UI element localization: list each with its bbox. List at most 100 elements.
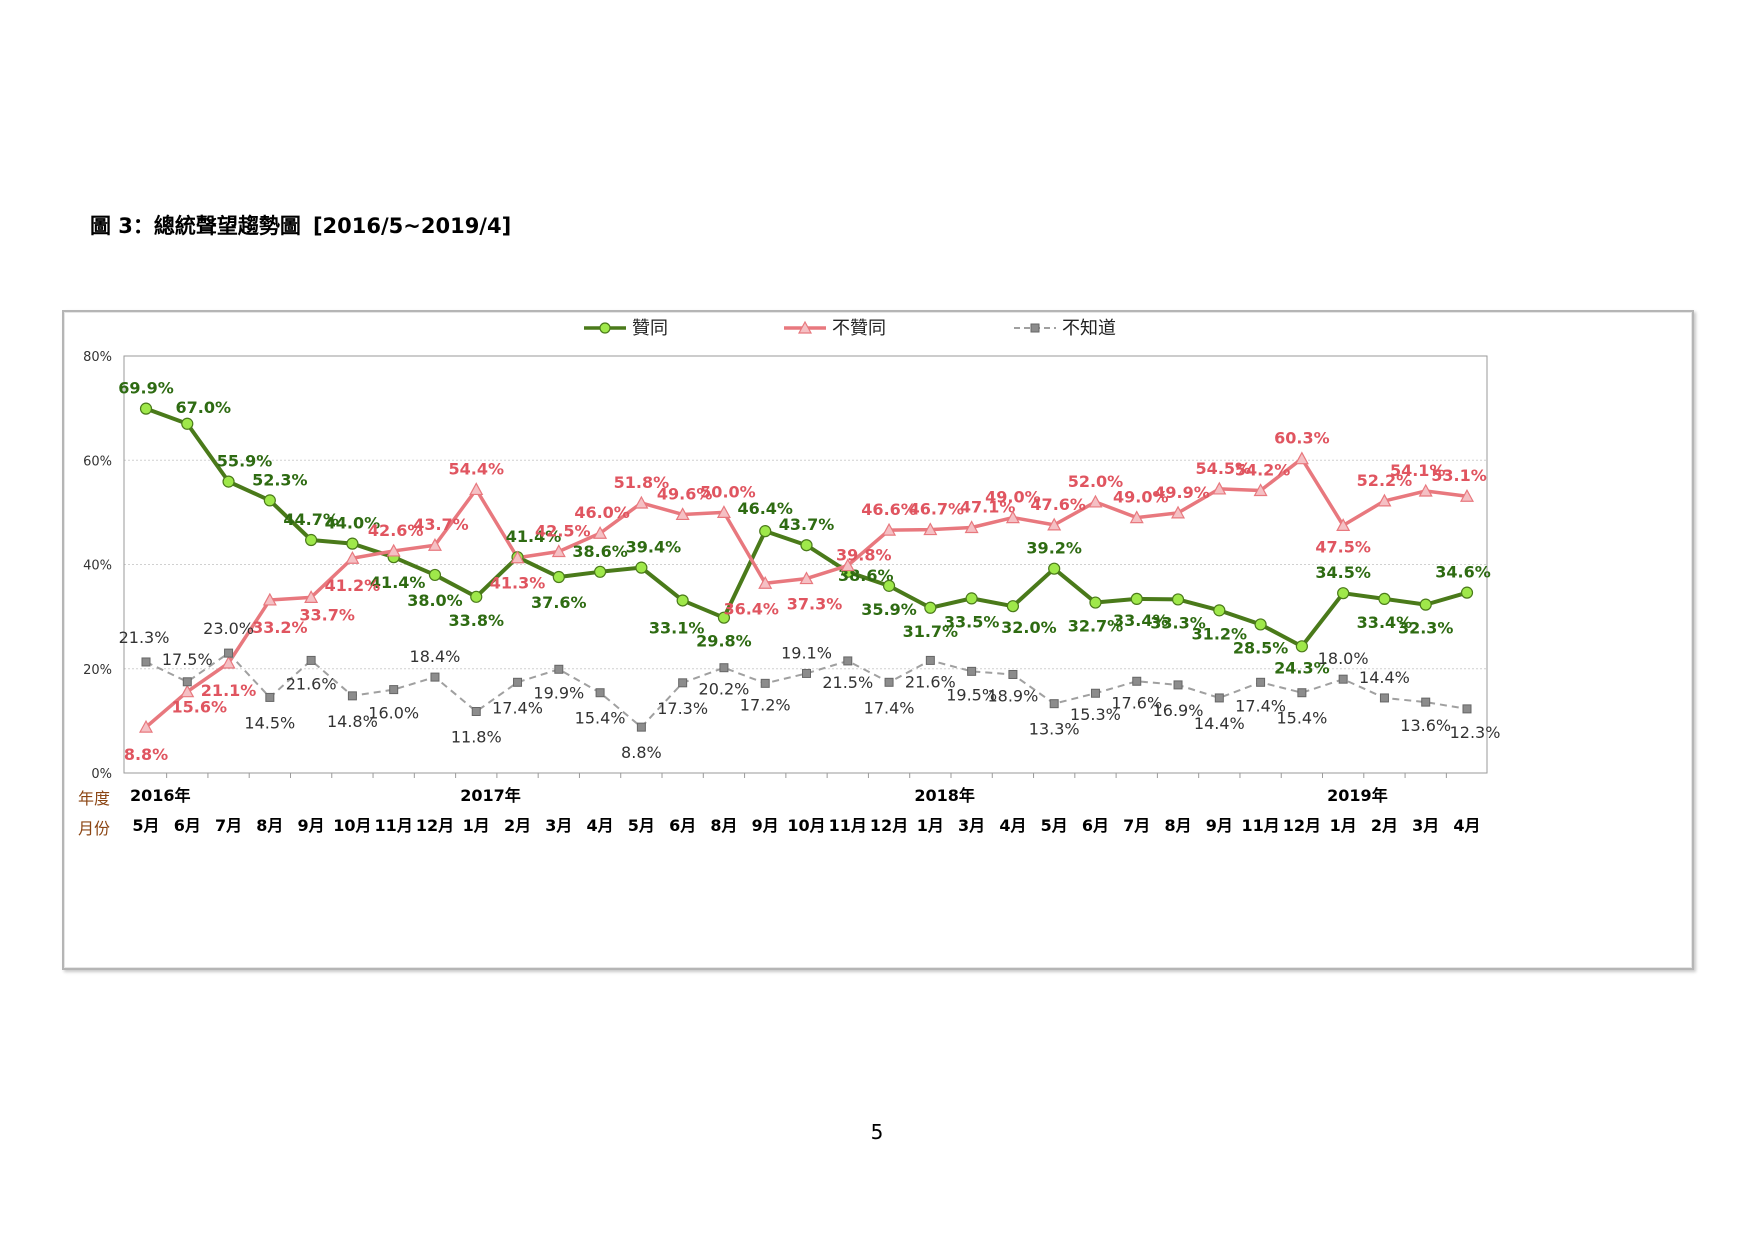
data-label: 32.3% (1398, 619, 1454, 638)
data-point (884, 677, 894, 687)
data-point (1129, 510, 1144, 524)
series-line (145, 652, 1468, 729)
data-point (1337, 587, 1350, 600)
data-point (180, 684, 195, 698)
data-label: 33.7% (299, 605, 355, 624)
month-label: 1月 (463, 816, 490, 835)
data-point (265, 692, 275, 702)
data-label: 43.7% (413, 515, 469, 534)
data-label: 39.8% (836, 546, 892, 565)
data-point (347, 691, 357, 701)
data-point (513, 677, 523, 687)
data-label: 14.4% (1194, 714, 1245, 733)
month-label: 8月 (710, 816, 737, 835)
month-label: 11月 (1241, 816, 1279, 835)
data-point (389, 685, 399, 695)
caption-date-range: [2016/5~2019/4] (312, 214, 512, 238)
data-label: 37.6% (531, 593, 587, 612)
data-label: 21.1% (201, 681, 257, 700)
data-point (139, 402, 153, 415)
data-point (469, 482, 484, 496)
data-label: 53.1% (1431, 466, 1487, 485)
data-label: 49.0% (985, 488, 1041, 507)
data-label: 47.6% (1030, 495, 1086, 514)
data-label: 54.2% (1235, 460, 1291, 479)
data-point (1214, 693, 1224, 703)
month-label: 4月 (587, 816, 614, 835)
data-point (222, 475, 235, 488)
data-label: 12.3% (1450, 723, 1501, 742)
month-label: 6月 (1082, 816, 1109, 835)
data-point (799, 571, 814, 585)
data-label: 32.0% (1001, 618, 1057, 637)
data-point (843, 656, 853, 666)
data-label: 52.0% (1068, 472, 1124, 491)
data-point (1048, 562, 1061, 575)
data-label: 23.0% (203, 619, 254, 638)
month-label: 4月 (999, 816, 1026, 835)
data-label: 21.6% (286, 674, 337, 693)
data-label: 54.4% (448, 459, 504, 478)
data-label: 34.6% (1435, 563, 1491, 582)
data-point (224, 648, 234, 658)
data-label: 15.4% (575, 709, 626, 728)
data-label: 17.4% (492, 698, 543, 717)
data-label: 33.2% (252, 618, 308, 637)
month-label: 9月 (752, 816, 779, 835)
data-point (717, 611, 731, 624)
data-point (305, 533, 318, 547)
data-label: 37.3% (787, 595, 843, 614)
data-point (427, 537, 442, 551)
data-label: 67.0% (176, 398, 232, 417)
month-label: 12月 (870, 816, 908, 835)
data-label: 14.4% (1359, 668, 1410, 687)
month-row-label: 月份 (78, 819, 110, 838)
data-point (965, 592, 978, 605)
data-label: 17.4% (1235, 696, 1286, 715)
data-label: 21.3% (119, 628, 170, 647)
data-label: 46.6% (861, 500, 917, 519)
month-label: 7月 (1123, 816, 1150, 835)
legend-marker (599, 322, 611, 334)
data-point (1047, 517, 1062, 531)
data-label: 34.5% (1315, 563, 1371, 582)
legend-label: 不知道 (1062, 318, 1116, 339)
year-label: 2017年 (460, 786, 521, 805)
data-point (1005, 510, 1020, 524)
data-point (345, 550, 360, 564)
data-label: 39.2% (1026, 539, 1082, 558)
year-label: 2016年 (130, 786, 191, 805)
data-label: 20.2% (699, 680, 750, 699)
month-label: 5月 (628, 816, 655, 835)
month-label: 9月 (1206, 816, 1233, 835)
data-point (882, 522, 897, 536)
data-point (263, 494, 276, 507)
data-label: 31.7% (903, 622, 959, 641)
month-label: 8月 (1164, 816, 1191, 835)
data-label: 38.6% (572, 542, 628, 561)
data-point (181, 417, 194, 430)
month-label: 7月 (215, 816, 242, 835)
data-label: 44.0% (325, 514, 381, 533)
month-label: 6月 (669, 816, 696, 835)
data-point (800, 539, 813, 552)
data-point (923, 522, 938, 536)
month-label: 2月 (504, 816, 531, 835)
data-point (1295, 640, 1308, 653)
data-point (1008, 669, 1018, 679)
data-point (1256, 677, 1266, 687)
month-label: 4月 (1453, 816, 1480, 835)
data-point (760, 678, 770, 688)
y-tick-label: 80% (83, 350, 112, 365)
data-point (1254, 618, 1267, 631)
legend-label: 贊同 (632, 318, 668, 339)
month-label: 1月 (917, 816, 944, 835)
data-point (719, 663, 729, 673)
data-label: 32.7% (1068, 617, 1124, 636)
data-label: 33.4% (1357, 613, 1413, 632)
data-label: 17.3% (657, 699, 708, 718)
data-point (1088, 494, 1103, 508)
data-point (138, 719, 154, 733)
data-point (470, 590, 483, 603)
data-label: 24.3% (1274, 658, 1330, 677)
